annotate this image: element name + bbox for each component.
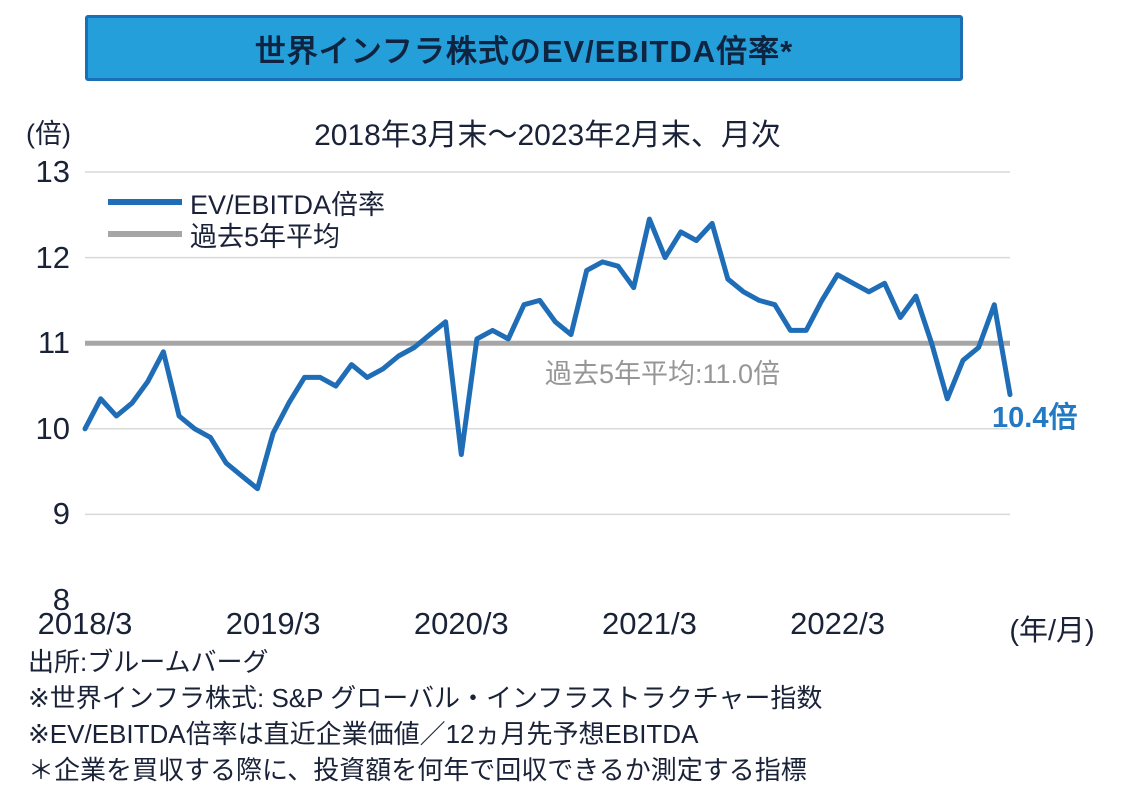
y-axis-unit-label: (倍) [26, 119, 71, 149]
latest-value-label: 10.4倍 [992, 402, 1078, 434]
footnote-ratio-definition: ※EV/EBITDA倍率は直近企業価値／12ヵ月先予想EBITDA [28, 719, 699, 749]
source-note: 出所:ブルームバーグ [28, 647, 269, 677]
footnotes: 出所:ブルームバーグ ※世界インフラ株式: S&P グローバル・インフラストラク… [28, 644, 822, 788]
footnote-index-definition: ※世界インフラ株式: S&P グローバル・インフラストラクチャー指数 [28, 683, 823, 713]
ev-ebitda-line [82, 216, 1013, 492]
legend-label-ev-ebitda: EV/EBITDA倍率 [190, 189, 386, 220]
legend-label-average: 過去5年平均 [190, 221, 341, 252]
chart-subtitle: 2018年3月末～2023年2月末、月次 [314, 119, 781, 152]
chart-title-box: 世界インフラ株式のEV/EBITDA倍率* [85, 15, 963, 81]
footnote-asterisk: ＊企業を買収する際に、投資額を何年で回収できるか測定する指標 [28, 755, 807, 785]
blue-line-swatch-icon [108, 199, 182, 205]
x-axis-unit-label: (年/月) [1009, 615, 1095, 647]
average-annotation: 過去5年平均:11.0倍 [545, 359, 781, 389]
legend-item-ev-ebitda: EV/EBITDA倍率 [108, 186, 385, 220]
legend: EV/EBITDA倍率 過去5年平均 [108, 186, 385, 252]
chart-title: 世界インフラ株式のEV/EBITDA倍率* [254, 33, 794, 69]
gray-line-swatch-icon [108, 231, 182, 237]
legend-item-average: 過去5年平均 [108, 218, 385, 252]
